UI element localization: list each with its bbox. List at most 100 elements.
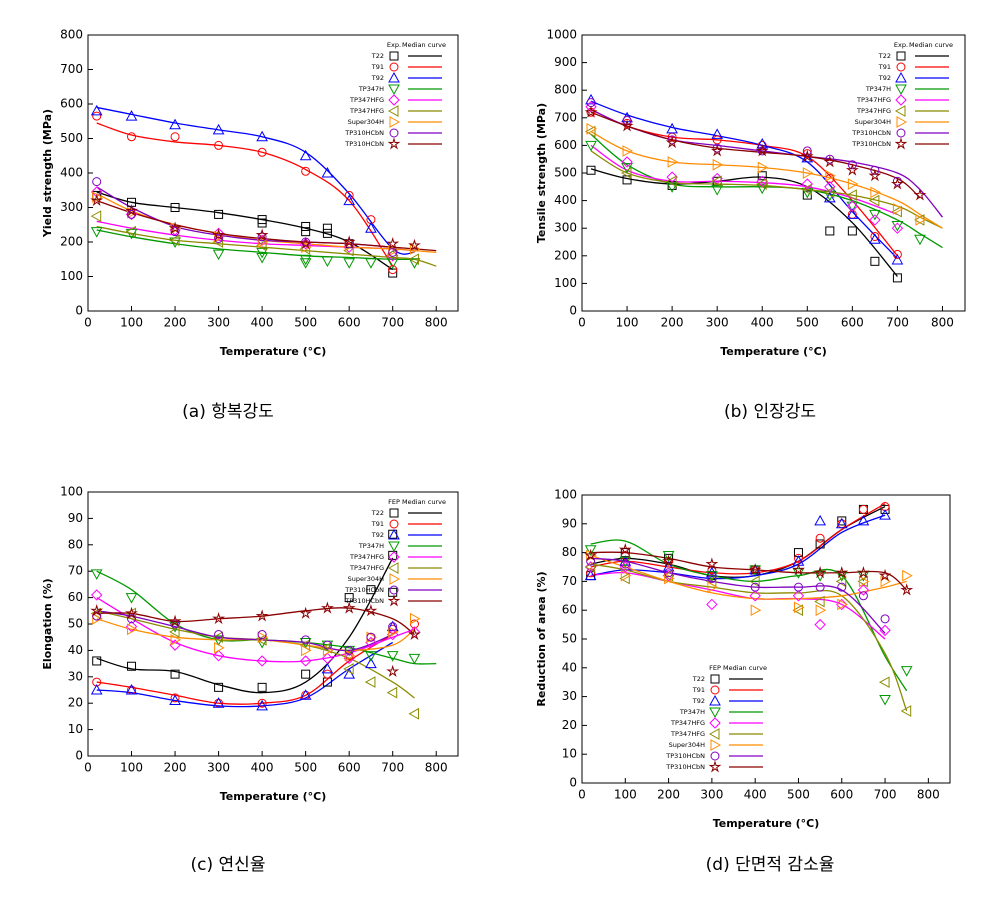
- marker: [586, 568, 596, 578]
- marker: [815, 533, 825, 543]
- marker: [299, 655, 312, 667]
- marker: [835, 575, 847, 588]
- legend-marker: [709, 707, 721, 719]
- x-tick-label: 0: [84, 316, 92, 330]
- legend-marker: [709, 694, 721, 706]
- marker: [584, 545, 597, 556]
- marker: [584, 548, 598, 561]
- y-tick-label: 300: [60, 200, 83, 214]
- marker: [321, 166, 334, 178]
- marker: [388, 247, 398, 257]
- marker: [845, 163, 859, 176]
- marker: [869, 233, 881, 244]
- marker: [408, 627, 421, 641]
- legend-header: FEP: [388, 498, 400, 506]
- y-tick-label: 50: [562, 632, 577, 646]
- marker: [214, 209, 224, 219]
- marker: [870, 256, 880, 266]
- y-tick-label: 80: [68, 537, 83, 551]
- median-curve: [96, 229, 415, 261]
- marker: [814, 514, 826, 526]
- legend-label: Super304H: [348, 118, 384, 126]
- marker: [891, 253, 904, 265]
- y-tick-label: 900: [554, 55, 577, 69]
- marker: [858, 591, 868, 601]
- marker: [408, 238, 421, 251]
- marker: [364, 604, 378, 617]
- x-tick-label: 700: [381, 316, 404, 330]
- legend-marker: [389, 116, 401, 128]
- y-tick-label: 20: [68, 696, 83, 710]
- y-tick-label: 60: [562, 603, 577, 617]
- marker: [870, 231, 880, 241]
- legend-label: TP347H: [358, 542, 384, 550]
- y-tick-label: 100: [60, 485, 83, 499]
- marker: [365, 636, 377, 649]
- legend-marker: [389, 585, 399, 595]
- marker: [892, 249, 902, 259]
- median-curve: [96, 106, 415, 255]
- median-curve: [96, 557, 394, 694]
- x-tick-label: 600: [830, 788, 853, 802]
- marker: [386, 664, 400, 677]
- y-tick-label: 600: [60, 97, 83, 111]
- marker: [814, 618, 826, 631]
- marker: [662, 554, 676, 567]
- x-tick-label: 700: [381, 761, 404, 775]
- marker: [857, 514, 870, 526]
- x-axis-label: Temperature (°C): [220, 345, 327, 358]
- marker: [408, 653, 421, 665]
- marker: [257, 682, 267, 692]
- marker: [620, 569, 632, 582]
- marker: [756, 178, 767, 190]
- legend-label: Super304H: [669, 741, 705, 749]
- marker: [214, 682, 224, 692]
- marker: [792, 604, 803, 617]
- marker: [256, 655, 268, 667]
- marker: [900, 705, 912, 717]
- marker: [879, 509, 891, 520]
- x-tick-label: 200: [164, 761, 187, 775]
- marker: [299, 606, 313, 619]
- marker: [257, 698, 267, 708]
- x-tick-label: 100: [120, 761, 143, 775]
- legend-marker: [387, 137, 401, 150]
- x-tick-label: 800: [917, 788, 940, 802]
- marker: [837, 516, 847, 526]
- marker: [879, 624, 891, 637]
- y-tick-label: 0: [75, 749, 83, 763]
- marker: [344, 190, 354, 200]
- marker: [757, 161, 769, 174]
- marker: [256, 253, 268, 264]
- marker: [666, 171, 678, 183]
- y-tick-label: 0: [75, 304, 83, 318]
- y-tick-label: 1000: [546, 28, 577, 42]
- y-tick-label: 600: [554, 138, 577, 152]
- x-tick-label: 800: [425, 316, 448, 330]
- marker: [301, 669, 311, 679]
- x-tick-label: 800: [425, 761, 448, 775]
- marker: [835, 566, 849, 579]
- x-axis-label: Temperature (°C): [220, 790, 327, 803]
- marker: [168, 221, 182, 234]
- marker: [169, 224, 181, 236]
- legend-label: T92: [692, 697, 705, 705]
- x-tick-label: 300: [207, 316, 230, 330]
- legend-label: T92: [371, 74, 384, 82]
- marker: [168, 614, 182, 627]
- marker: [344, 649, 356, 662]
- marker: [90, 193, 104, 207]
- marker: [880, 504, 890, 514]
- x-tick-label: 100: [120, 316, 143, 330]
- marker: [301, 635, 311, 645]
- marker: [92, 612, 103, 625]
- marker: [584, 569, 597, 581]
- legend-label: TP310HCbN: [851, 129, 891, 137]
- marker: [256, 130, 268, 142]
- marker: [388, 622, 398, 632]
- legend-marker: [388, 551, 400, 563]
- x-tick-label: 700: [874, 788, 897, 802]
- marker: [214, 140, 224, 150]
- legend-marker: [896, 62, 906, 72]
- y-tick-label: 30: [562, 689, 577, 703]
